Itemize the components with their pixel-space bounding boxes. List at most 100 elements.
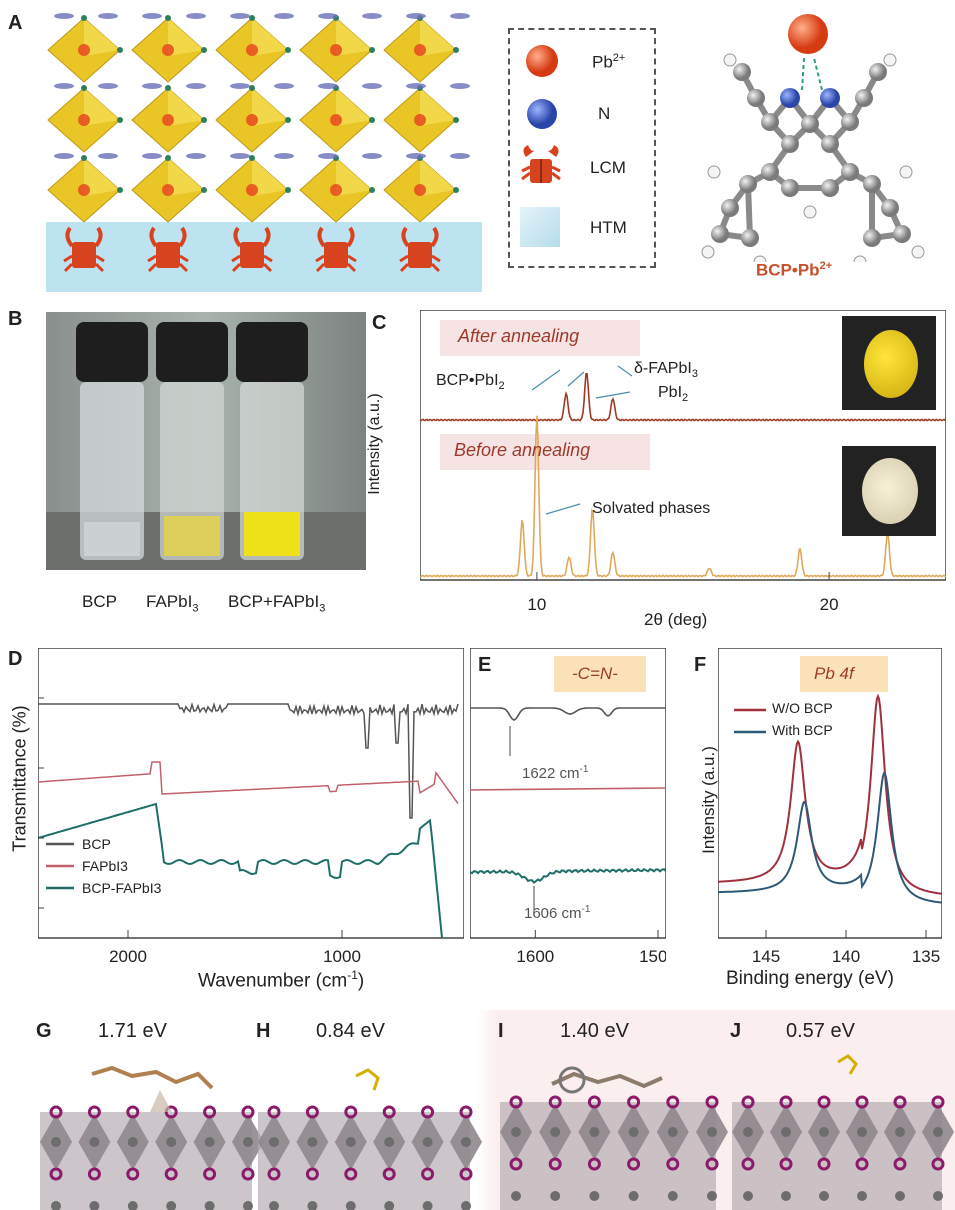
panel-label-h: H <box>256 1020 271 1042</box>
legend-label: FAPbI3 <box>82 858 128 874</box>
organic-cation <box>186 153 206 159</box>
ftir-xlabel: Wavenumber (cm-1) <box>198 968 365 992</box>
pb-atom <box>933 1127 943 1137</box>
organic-cation <box>450 153 470 159</box>
carbon-atom <box>721 199 739 217</box>
pb-atom <box>667 1127 678 1137</box>
organic-cation <box>230 153 250 159</box>
organic-cation <box>406 13 426 19</box>
iodine-atom <box>203 1167 217 1181</box>
legend-pb-label: Pb2+ <box>592 52 626 72</box>
bcp-pb-molecule <box>701 14 925 262</box>
lcm-crab <box>72 242 96 268</box>
panel-label-g: G <box>36 1020 52 1042</box>
ftir-series-fapbi3 <box>38 761 459 805</box>
pb-atom <box>819 1191 829 1201</box>
pb-atom <box>204 1201 215 1210</box>
energy-h: 0.84 eV <box>316 1020 385 1042</box>
iodine-atom <box>241 1167 255 1181</box>
iodine-atom <box>509 1095 523 1109</box>
panel-label-e: E <box>478 654 492 676</box>
carbon-atom <box>841 113 859 131</box>
iodine-atom <box>587 1095 601 1109</box>
iodine-atom <box>382 1167 396 1181</box>
panel-label-b: B <box>8 308 23 330</box>
ftir-zoom-bcp <box>470 707 666 721</box>
organic-cation <box>230 13 250 19</box>
pb-atom <box>345 1201 356 1210</box>
pb-atom <box>895 1191 905 1201</box>
organic-cation <box>98 83 118 89</box>
panel-label-f: F <box>694 654 707 676</box>
pb-atom <box>461 1201 471 1210</box>
pb-atom <box>307 1201 318 1210</box>
vial-label-bcp: BCP <box>82 592 117 611</box>
organic-cation <box>186 83 206 89</box>
carbon-atom <box>863 175 881 193</box>
hydrogen-atom <box>853 255 867 262</box>
pb-atom <box>550 1191 561 1201</box>
organic-cation <box>274 83 294 89</box>
iodine-atom <box>705 1157 719 1171</box>
xrd-xlabel: 2θ (deg) <box>644 610 708 629</box>
hydrogen-atom <box>883 53 897 67</box>
annotation-arrow <box>531 369 561 391</box>
vial-label-fapbi3: FAPbI3 <box>146 592 199 615</box>
panel-label-i: I <box>498 1020 504 1042</box>
pb-atom <box>511 1127 521 1137</box>
iodine-atom <box>893 1157 907 1171</box>
pb-atom <box>246 184 258 196</box>
pb-atom <box>384 1137 395 1147</box>
iodine-atom <box>931 1157 945 1171</box>
ftir-zoom-fapbi3 <box>470 787 666 791</box>
legend-pb-icon <box>526 45 558 77</box>
pb-atom <box>819 1127 829 1137</box>
hydrogen-atom <box>911 245 925 259</box>
carbon-atom <box>733 63 751 81</box>
crab-icon <box>521 145 561 183</box>
hydrogen-atom <box>899 165 913 179</box>
legend-label: BCP-FAPbI3 <box>82 880 162 896</box>
iodine-atom <box>855 1157 869 1171</box>
xrd-series-after <box>420 372 946 422</box>
panel-label-j: J <box>730 1020 742 1042</box>
legend-box <box>508 28 656 268</box>
tag-pb4f: Pb 4f <box>814 664 854 683</box>
pb-atom <box>414 114 426 126</box>
iodine-atom <box>267 1167 281 1181</box>
iodine-atom <box>382 1105 396 1119</box>
carbon-atom <box>741 229 759 247</box>
hydrogen-atom <box>701 245 715 259</box>
complex-label: BCP•Pb2+ <box>756 260 833 280</box>
organic-cation <box>54 153 74 159</box>
legend-wo-bcp: W/O BCP <box>772 700 833 716</box>
annotation-arrow <box>567 371 585 387</box>
perovskite-slab <box>500 1102 716 1210</box>
organic-cation <box>230 83 250 89</box>
pb-atom <box>781 1127 791 1137</box>
pb-atom <box>330 44 342 56</box>
iodine-atom <box>164 1167 178 1181</box>
pb-atom <box>162 184 174 196</box>
iodine-atom <box>459 1167 473 1181</box>
iodine-atom <box>779 1095 793 1109</box>
xps-series-with-bcp <box>718 771 942 904</box>
carbon-atom <box>739 175 757 193</box>
pb-atom <box>781 1191 791 1201</box>
xrd-ylabel: Intensity (a.u.) <box>366 393 383 495</box>
iodine-atom <box>126 1105 140 1119</box>
pb-atom <box>414 44 426 56</box>
bcp-adsorbate <box>91 1065 214 1090</box>
organic-cation <box>362 13 382 19</box>
x-tick-label: 10 <box>527 595 546 614</box>
pb-atom <box>743 1127 753 1137</box>
iodine-atom <box>666 1157 680 1171</box>
organic-cation <box>98 13 118 19</box>
carbon-atom <box>893 225 911 243</box>
pb-atom <box>589 1191 600 1201</box>
annotation-pbi2: PbI2 <box>658 384 689 405</box>
annotation-arrow <box>617 365 633 377</box>
iodine-atom <box>627 1095 641 1109</box>
htm-icon <box>520 207 560 247</box>
iodine-atom <box>817 1095 831 1109</box>
